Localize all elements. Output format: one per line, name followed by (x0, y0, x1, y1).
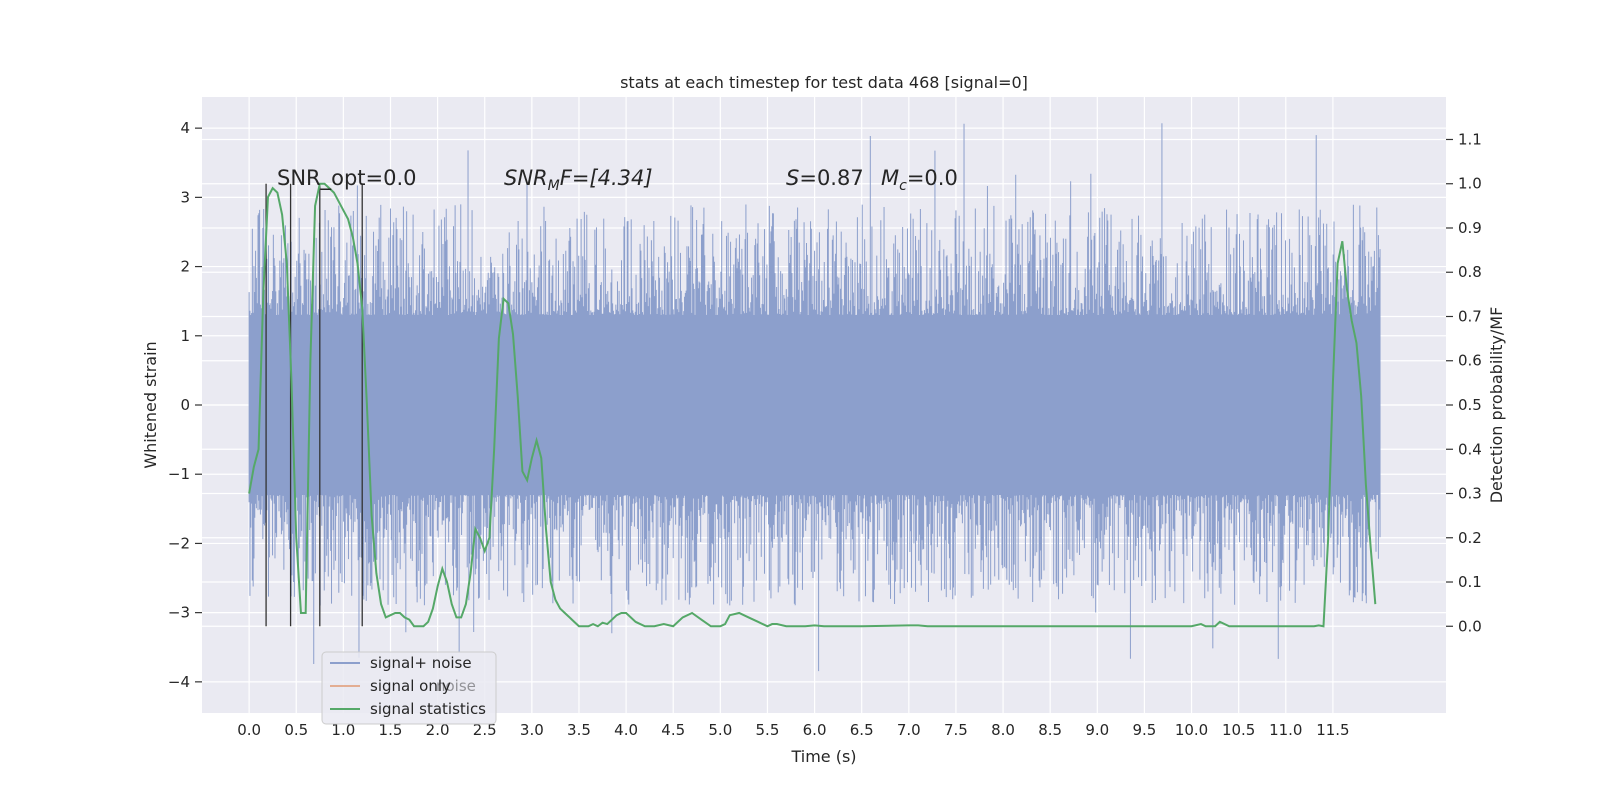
chart-title: stats at each timestep for test data 468… (620, 73, 1028, 92)
x-tick-label: 5.5 (756, 721, 780, 739)
x-tick-label: 2.0 (426, 721, 450, 739)
right-y-axis-label: Detection probability/MF (1487, 307, 1506, 504)
x-tick-label: 5.0 (708, 721, 732, 739)
x-tick-label: 9.5 (1132, 721, 1156, 739)
annotation-mc-value: =0.0 (907, 166, 958, 190)
annotation-snr-mf-main: SNR (504, 166, 548, 190)
x-tick-label: 3.0 (520, 721, 544, 739)
x-tick-label: 8.0 (991, 721, 1015, 739)
annotation-snr-mf-sub: M (548, 178, 560, 194)
right-y-tick-label: 0.1 (1458, 573, 1482, 591)
x-tick-label: 0.5 (284, 721, 308, 739)
annotation-mc-var: M (881, 166, 899, 190)
annotation-s: S=0.87 (786, 166, 864, 190)
x-tick-label: 11.5 (1316, 721, 1349, 739)
x-tick-label: 6.5 (850, 721, 874, 739)
left-y-tick-label: −3 (168, 604, 190, 622)
x-tick-label: 3.5 (567, 721, 591, 739)
legend-label-noise: signal+ noise (370, 654, 472, 672)
x-tick-label: 1.0 (331, 721, 355, 739)
right-y-tick-label: 0.0 (1458, 617, 1482, 635)
x-axis-label: Time (s) (790, 747, 856, 766)
marker-lines (265, 183, 363, 627)
legend-label-statistics: signal statistics (370, 700, 486, 718)
left-y-tick-label: 3 (180, 188, 190, 206)
left-y-tick-label: −4 (168, 673, 190, 691)
right-y-tick-label: 1.0 (1458, 175, 1482, 193)
right-y-tick-label: 0.7 (1458, 307, 1482, 325)
left-y-axis-label: Whitened strain (141, 341, 160, 468)
x-tick-label: 4.0 (614, 721, 638, 739)
right-y-tick-label: 0.3 (1458, 485, 1482, 503)
x-tick-label: 8.5 (1038, 721, 1062, 739)
right-y-tick-label: 0.2 (1458, 529, 1482, 547)
x-axis-ticks: 0.0 0.5 1.0 1.5 2.0 2.5 3.0 3.5 4.0 4.5 5.0 5.5 6.0 6… (237, 721, 1349, 739)
right-y-tick-label: 0.9 (1458, 219, 1482, 237)
left-y-tick-label: 0 (180, 396, 190, 414)
left-y-axis-ticks: 4 3 2 1 0 −1 −2 −3 −4 (168, 119, 202, 691)
x-tick-label: 10.5 (1222, 721, 1255, 739)
x-tick-label: 10.0 (1175, 721, 1208, 739)
annotation-snr-opt: SNR_opt=0.0 (277, 166, 417, 191)
left-y-tick-label: −1 (168, 465, 190, 483)
annotation-mc: Mc=0.0 (881, 166, 958, 194)
statistics-series-line (248, 182, 1377, 628)
annotation-mc-sub: c (899, 178, 907, 194)
annotation-snr-mf: SNRMF=[4.34] (504, 166, 653, 194)
annotation-s-var: S (786, 166, 799, 190)
noise-spikes (248, 123, 1381, 672)
noise-series (248, 123, 1381, 672)
legend-hidden-noise: noise (436, 677, 476, 695)
x-tick-label: 7.0 (897, 721, 921, 739)
right-y-tick-label: 0.6 (1458, 352, 1482, 370)
legend-label-signal-only: signal only (370, 677, 451, 695)
x-tick-label: 2.5 (473, 721, 497, 739)
x-tick-label: 9.0 (1085, 721, 1109, 739)
right-y-tick-label: 0.4 (1458, 440, 1482, 458)
left-y-tick-label: −2 (168, 534, 190, 552)
left-y-tick-label: 2 (180, 258, 190, 276)
x-tick-label: 4.5 (661, 721, 685, 739)
left-y-tick-label: 4 (180, 119, 190, 137)
x-tick-label: 0.0 (237, 721, 261, 739)
legend: signal+ noise noise signal only signal s… (321, 651, 497, 725)
annotation-snr-mf-f: F=[4.34] (560, 166, 653, 190)
right-y-tick-label: 0.8 (1458, 263, 1482, 281)
legend-box (321, 651, 497, 725)
x-tick-label: 6.0 (803, 721, 827, 739)
right-y-tick-label: 1.1 (1458, 130, 1482, 148)
x-tick-label: 11.0 (1269, 721, 1302, 739)
annotation-s-value: =0.87 (799, 166, 863, 190)
right-y-axis-ticks: 1.1 1.0 0.9 0.8 0.7 0.6 0.5 0.4 0.3 0.2 0.1 0.0 (1446, 130, 1482, 635)
left-y-tick-label: 1 (180, 327, 190, 345)
x-tick-label: 7.5 (944, 721, 968, 739)
x-tick-label: 1.5 (379, 721, 403, 739)
right-y-tick-label: 0.5 (1458, 396, 1482, 414)
